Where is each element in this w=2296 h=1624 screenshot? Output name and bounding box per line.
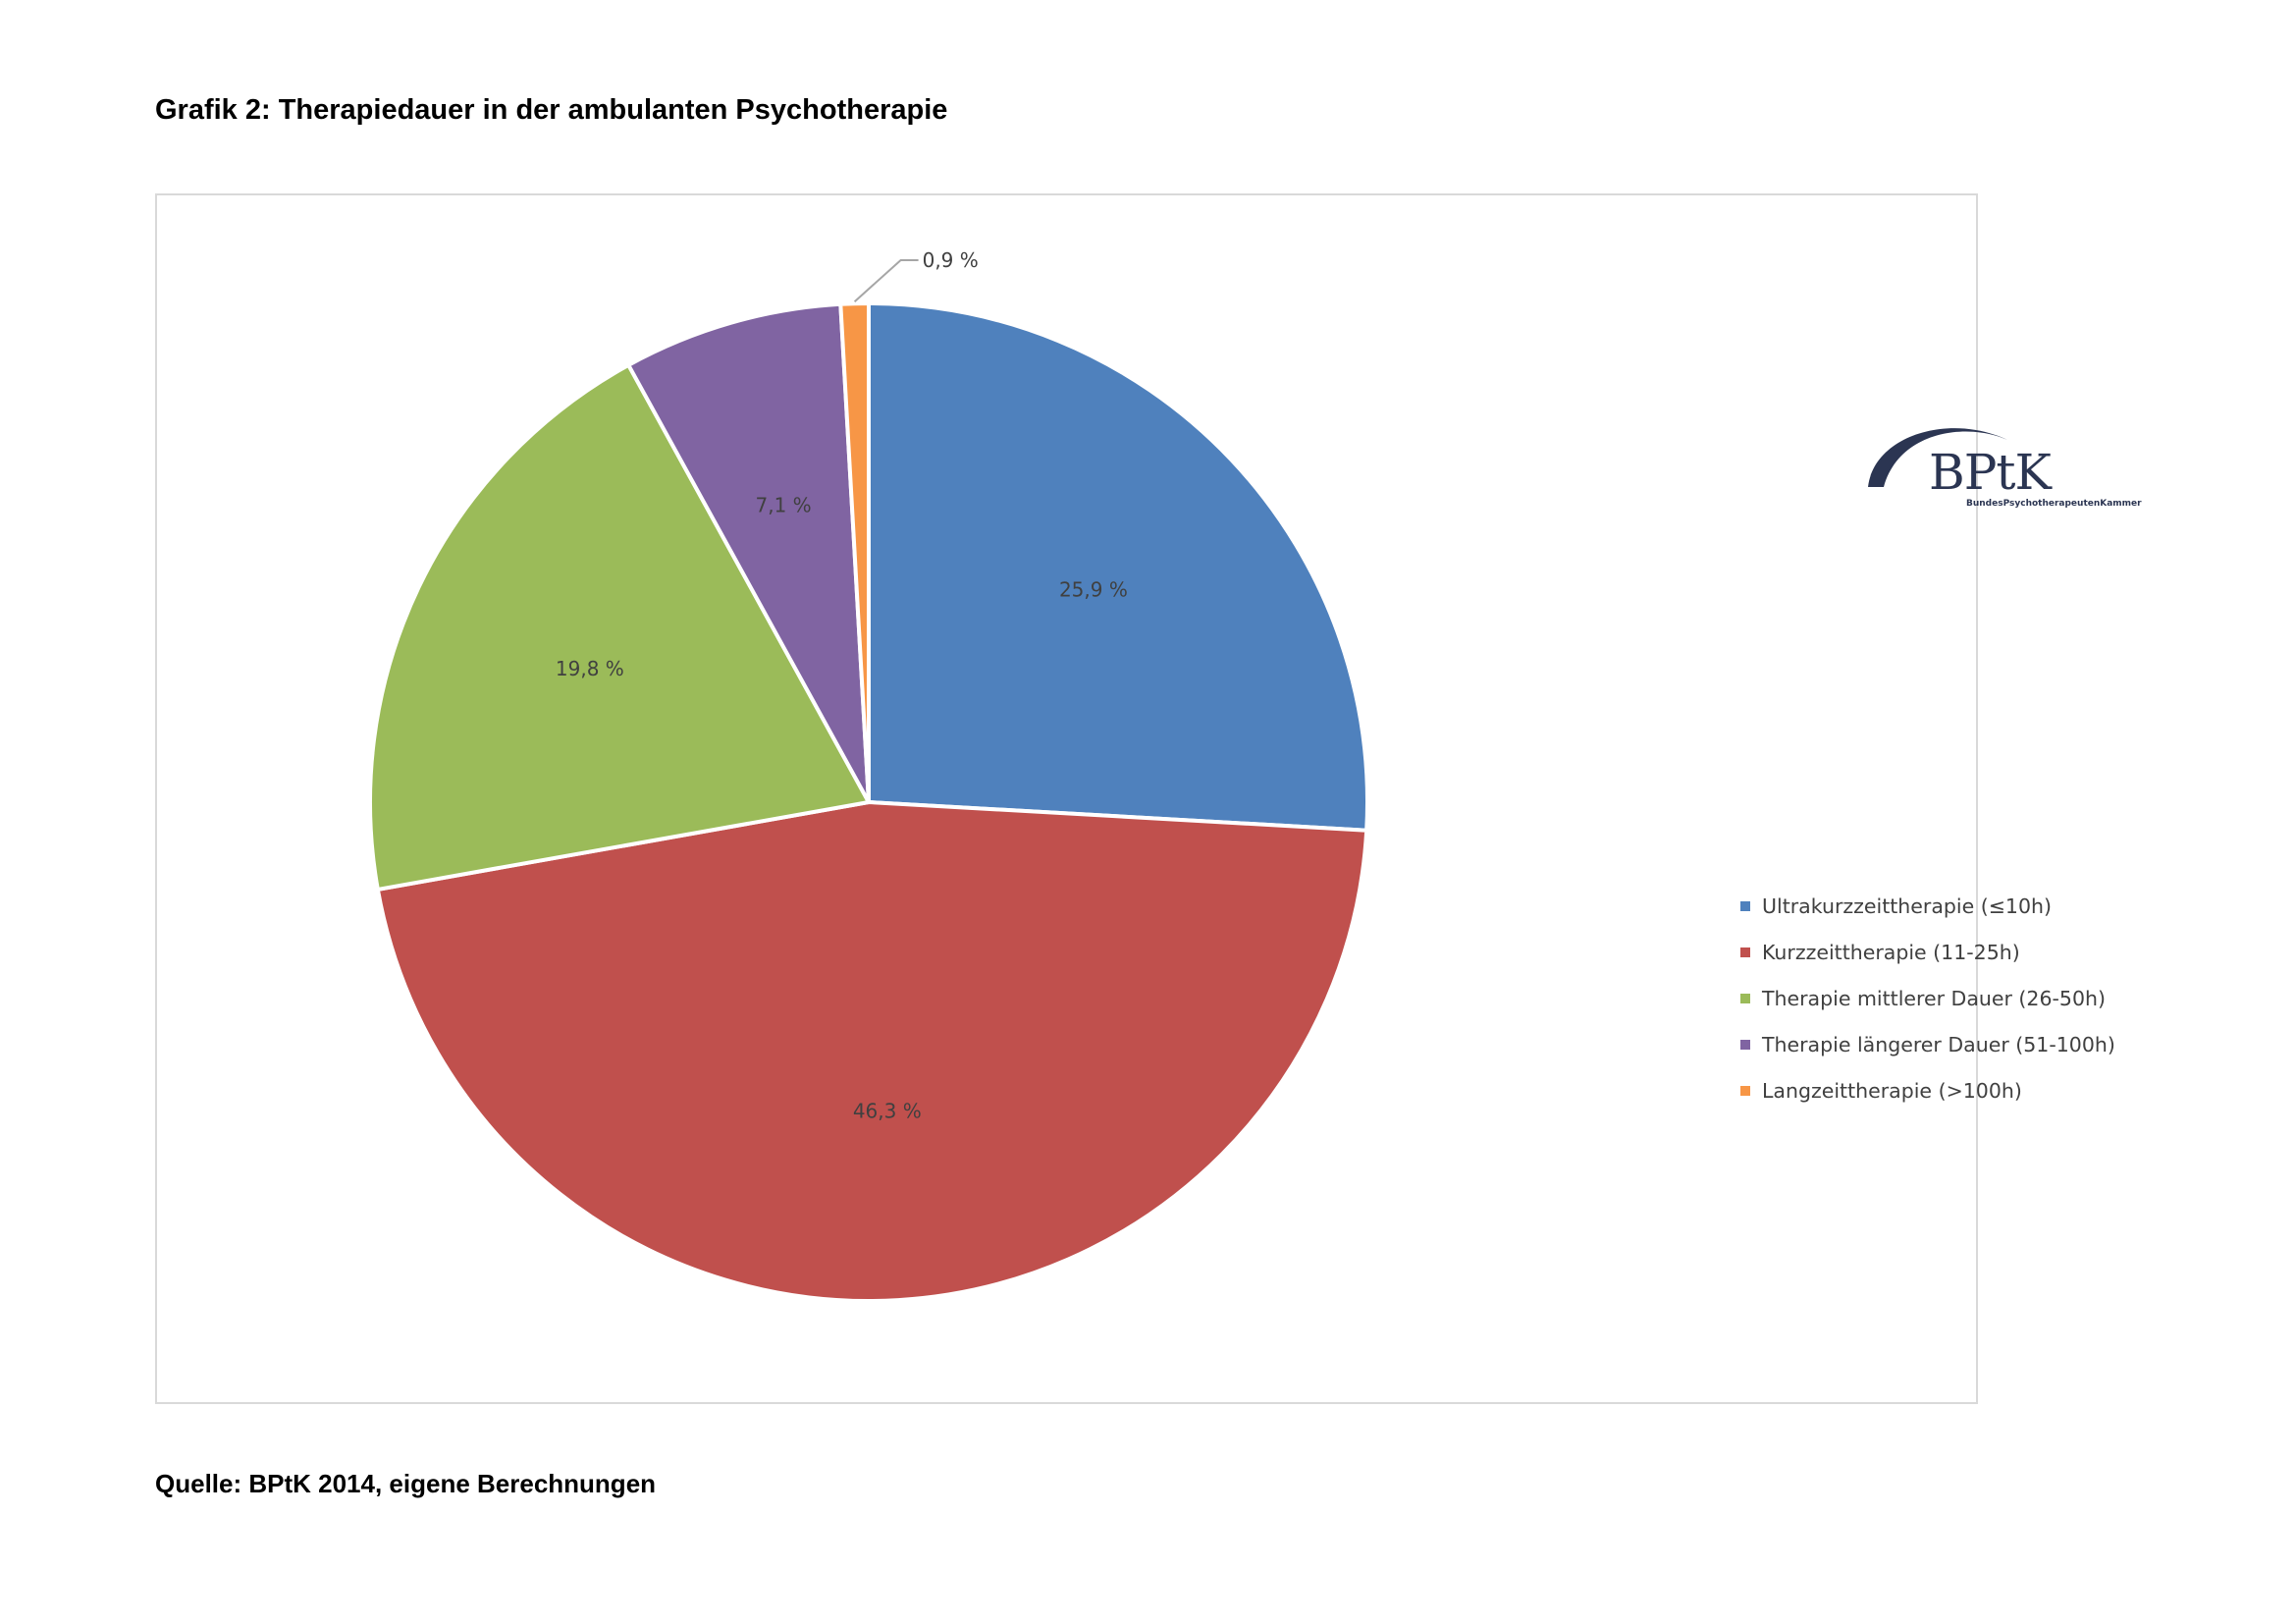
legend-swatch-5 <box>1740 1085 1750 1096</box>
legend-swatch-2 <box>1740 947 1750 957</box>
legend-item-5: Langzeittherapie (>100h) <box>1740 1067 2115 1113</box>
legend-item-4: Therapie längerer Dauer (51-100h) <box>1740 1021 2115 1067</box>
source-note: Quelle: BPtK 2014, eigene Berechnungen <box>155 1469 657 1498</box>
data-label-1: 25,9 % <box>1059 578 1128 602</box>
legend-item-2: Kurzzeittherapie (11-25h) <box>1740 929 2115 975</box>
logo-arc-icon <box>1868 428 2007 487</box>
leader-line-5 <box>853 258 919 302</box>
data-label-2: 46,3 % <box>853 1099 922 1122</box>
legend-swatch-3 <box>1740 993 1750 1003</box>
pie-slice-3 <box>368 362 873 893</box>
pie-slice-2 <box>375 799 1369 1304</box>
logo-subtitle: BundesPsychotherapeutenKammer <box>1966 499 2142 509</box>
legend-swatch-1 <box>1740 900 1750 911</box>
legend-label-4: Therapie längerer Dauer (51-100h) <box>1762 1032 2115 1056</box>
page-title: Grafik 2: Therapiedauer in der ambulante… <box>155 94 948 126</box>
bptk-logo: BPtK BundesPsychotherapeutenKammer <box>1860 416 2142 519</box>
pie-slice-1 <box>867 300 1369 833</box>
legend-swatch-4 <box>1740 1039 1750 1050</box>
legend-item-1: Ultrakurzzeittherapie (≤10h) <box>1740 883 2115 929</box>
chart-frame: 25,9 % 46,3 % 19,8 % 7,1 % 0,9 % BPtK Bundes… <box>155 193 2142 1404</box>
pie-chart: 25,9 % 46,3 % 19,8 % 7,1 % 0,9 % <box>368 248 1369 1304</box>
pie-slice-4 <box>625 301 871 803</box>
chart-legend: Ultrakurzzeittherapie (≤10h) Kurzzeitther… <box>1740 883 2115 1113</box>
legend-item-3: Therapie mittlerer Dauer (26-50h) <box>1740 975 2115 1021</box>
legend-label-1: Ultrakurzzeittherapie (≤10h) <box>1762 893 2052 918</box>
logo-text: BPtK <box>1929 444 2052 501</box>
legend-label-2: Kurzzeittherapie (11-25h) <box>1762 940 2020 964</box>
data-label-3: 19,8 % <box>556 657 624 680</box>
legend-label-5: Langzeittherapie (>100h) <box>1762 1078 2022 1103</box>
data-label-5: 0,9 % <box>923 248 979 272</box>
pie-slice-5 <box>838 300 871 803</box>
legend-label-3: Therapie mittlerer Dauer (26-50h) <box>1762 986 2106 1010</box>
data-label-4: 7,1 % <box>755 493 811 516</box>
